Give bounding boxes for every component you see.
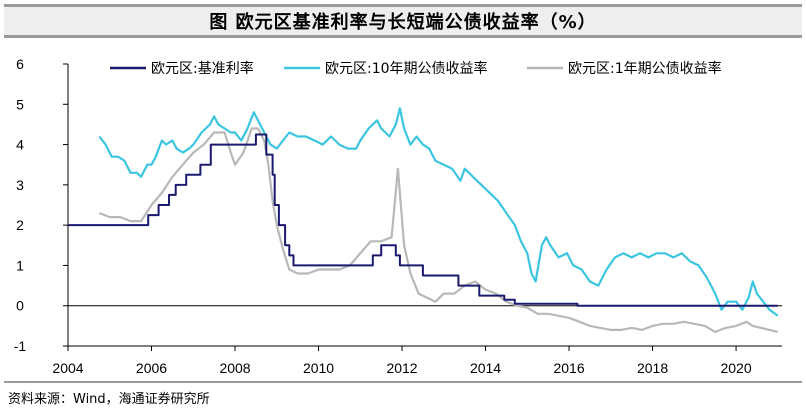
y-tick-label: 5 [16,96,24,112]
legend-label: 欧元区:1年期公债收益率 [568,60,722,77]
source-note: 资料来源：Wind，海通证券研究所 [8,392,210,407]
y-tick-label: 1 [16,257,24,273]
x-tick-label: 2016 [553,360,584,376]
chart-legend: 欧元区:基准利率 欧元区:10年期公债收益率 欧元区:1年期公债收益率 [110,60,722,77]
x-tick-label: 2008 [219,360,250,376]
chart-axes: -1 0 1 2 3 4 5 6 2004 2006 2008 2010 2012 2014 2016 201… [14,56,782,376]
series-line-2 [98,107,779,317]
x-tick-label: 2014 [470,360,501,376]
legend-label: 欧元区:基准利率 [151,60,254,77]
y-tick-label: -1 [14,338,27,354]
x-tick-label: 2018 [637,360,668,376]
footer-divider [4,381,802,383]
y-tick-label: 2 [16,217,24,233]
y-tick-label: 4 [16,137,24,153]
x-tick-label: 2010 [303,360,334,376]
y-tick-label: 0 [16,298,24,314]
y-tick-label: 3 [16,177,24,193]
series-line-1 [68,133,778,307]
x-tick-label: 2020 [720,360,751,376]
chart-title-bar: 图 欧元区基准利率与长短端公债收益率（%） [4,4,802,38]
chart-title: 图 欧元区基准利率与长短端公债收益率（%） [209,12,597,33]
series-line-3 [98,127,779,333]
line-chart: -1 0 1 2 3 4 5 6 2004 2006 2008 2010 2012 2014 2016 201… [14,56,782,376]
legend-label: 欧元区:10年期公债收益率 [325,60,488,77]
y-tick-label: 6 [16,56,24,72]
x-tick-label: 2012 [386,360,417,376]
x-tick-label: 2004 [52,360,83,376]
x-tick-label: 2006 [136,360,167,376]
chart-series [68,107,779,333]
